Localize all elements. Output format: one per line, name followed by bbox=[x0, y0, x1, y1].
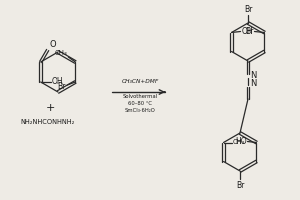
Text: 60–80 °C: 60–80 °C bbox=[128, 101, 152, 106]
Text: CH₃: CH₃ bbox=[55, 50, 67, 56]
Text: N: N bbox=[250, 79, 256, 88]
Text: NH₂NHCONHNH₂: NH₂NHCONHNH₂ bbox=[21, 119, 75, 125]
Text: OH: OH bbox=[242, 27, 253, 36]
Text: HO: HO bbox=[235, 137, 247, 146]
Text: +: + bbox=[45, 103, 55, 113]
Text: CH₃: CH₃ bbox=[232, 140, 245, 146]
Text: Br: Br bbox=[57, 82, 65, 90]
Text: Br: Br bbox=[236, 181, 244, 190]
Text: SmCl₃·6H₂O: SmCl₃·6H₂O bbox=[124, 108, 155, 113]
Text: OH: OH bbox=[52, 77, 63, 86]
Text: Br: Br bbox=[244, 5, 252, 14]
Text: N: N bbox=[250, 72, 256, 80]
Text: Solvothermal: Solvothermal bbox=[122, 94, 158, 99]
Text: Br: Br bbox=[245, 27, 254, 36]
Text: CH₃CN+DMF: CH₃CN+DMF bbox=[122, 79, 159, 84]
Text: O: O bbox=[50, 40, 56, 49]
